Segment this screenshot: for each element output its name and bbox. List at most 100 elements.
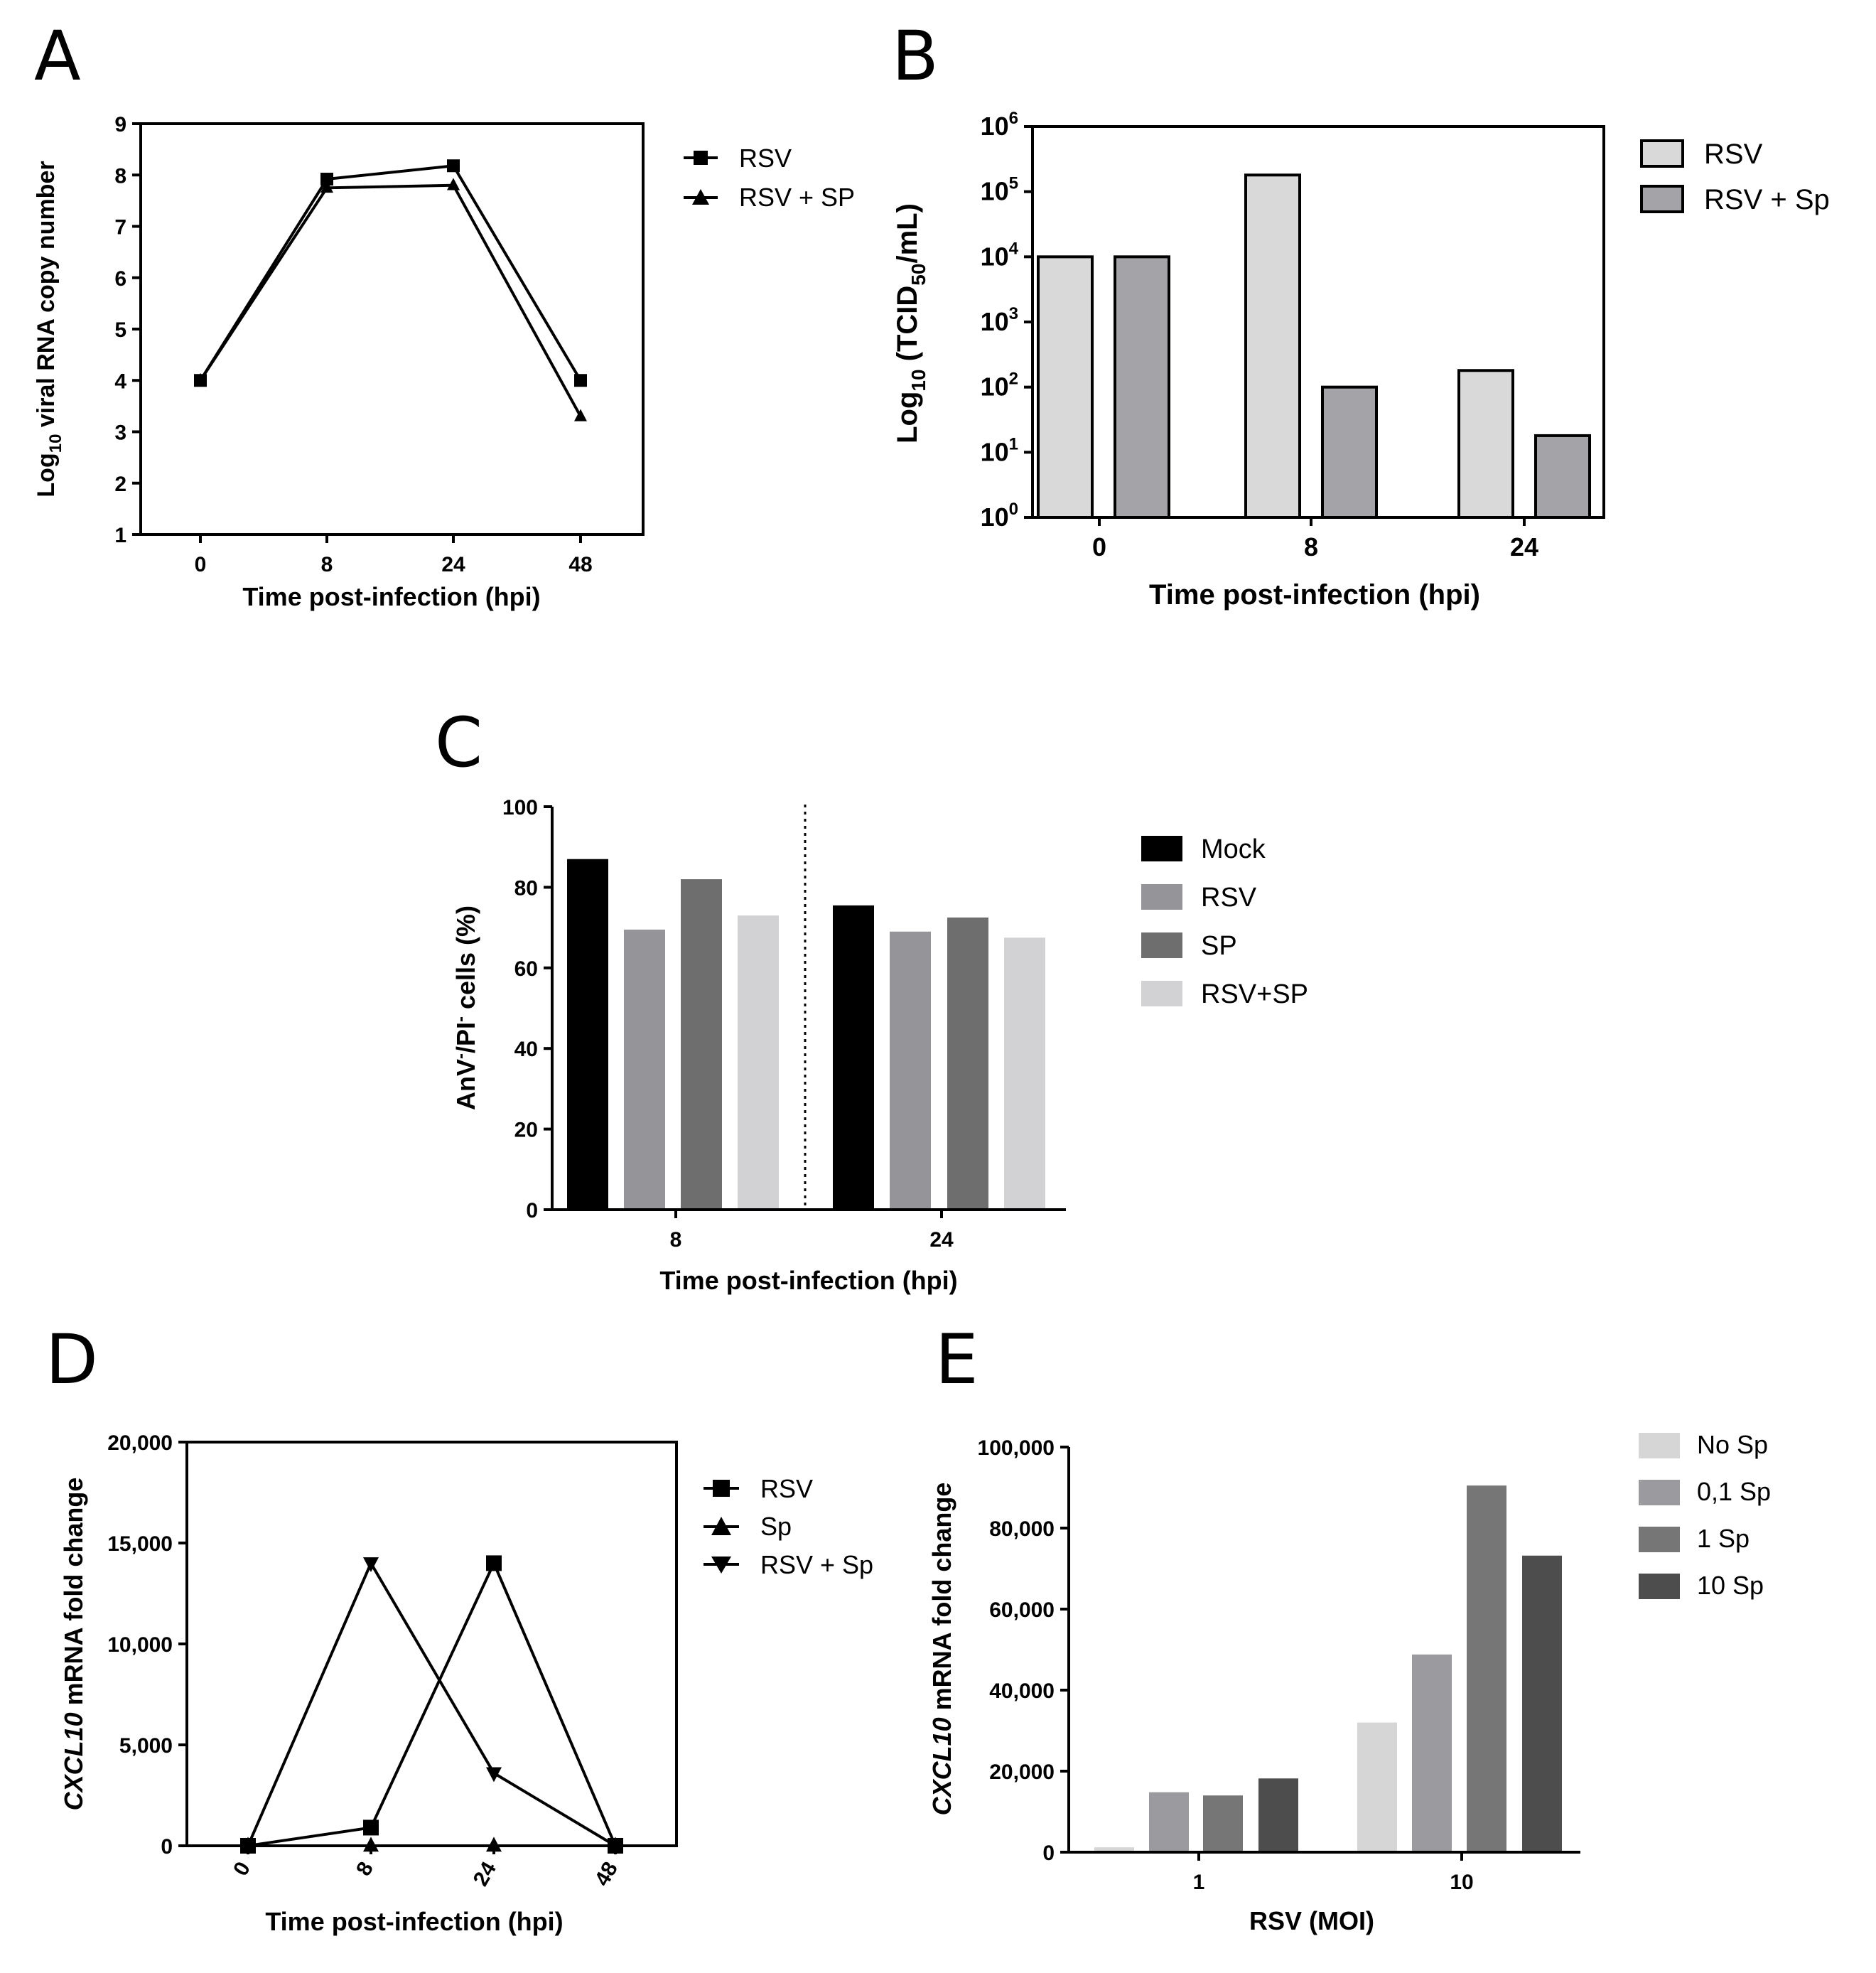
panel-a-y-ticks: 1 2 3 4 5 6 7 8 9 <box>114 113 141 547</box>
panel-c-bar-rsv-sp-24 <box>1004 937 1045 1210</box>
panel-e-bar-10-sp-moi-1 <box>1258 1778 1298 1852</box>
panel-b-y-tick-exponent: 1 <box>1009 434 1018 453</box>
panel-c-legend-mock: Mock <box>1141 834 1266 864</box>
panel-c-bar-sp-24 <box>947 917 988 1210</box>
panel-c-y-title-sup2: - <box>451 1016 470 1022</box>
panel-e-bar-1-sp-moi-1 <box>1203 1795 1243 1852</box>
panel-e-bar-no-sp-moi-10 <box>1357 1722 1397 1852</box>
panel-e-legend-no-sp: No Sp <box>1639 1430 1768 1459</box>
panel-b-y-tick-label: 103 <box>981 304 1018 336</box>
panel-b-y-tick-exponent: 3 <box>1009 304 1018 323</box>
panel-c-legend-rsv-label: RSV <box>1201 883 1257 913</box>
panel-a-y-title-log: Log <box>33 453 60 497</box>
panel-d-y-tick-label: 5,000 <box>119 1734 173 1758</box>
panel-b-y-tick-label: 102 <box>981 370 1018 402</box>
panel-b-legend-rsv-label: RSV <box>1704 139 1763 170</box>
panel-a-y-axis-title: Log10 viral RNA copy number <box>33 161 65 497</box>
panel-a-frame <box>139 122 645 536</box>
panel-e-bar-10-sp-moi-10 <box>1522 1555 1562 1852</box>
panel-letter-d: D <box>45 1320 98 1399</box>
panel-a-y-tick-label: 1 <box>114 524 126 547</box>
panel-b-y-tick-base: 10 <box>981 502 1009 532</box>
panel-a-x-tick-label: 8 <box>321 553 333 576</box>
panel-e-legend: No Sp 0,1 Sp 1 Sp 10 Sp <box>1639 1430 1771 1600</box>
panel-b-x-axis-title: Time post-infection (hpi) <box>1149 579 1480 611</box>
panel-c-legend-sp-label: SP <box>1201 931 1237 961</box>
panel-b-y-tick-base: 10 <box>981 242 1009 271</box>
panel-a-line-rsv <box>199 164 582 382</box>
panel-b-y-tick-label: 106 <box>981 109 1018 141</box>
panel-a-point-rsv-sp <box>574 409 587 421</box>
panel-e-y-tick-label: 0 <box>1042 1842 1055 1865</box>
panel-a-y-title-rest: viral RNA copy number <box>33 161 60 434</box>
panel-b-y-tick-label: 105 <box>981 174 1018 206</box>
panel-c-bar-sp-8 <box>681 879 722 1210</box>
panel-letter-e: E <box>935 1320 979 1399</box>
panel-d-y-tick-label: 10,000 <box>107 1633 173 1657</box>
panel-d-point-rsv-sp <box>608 1839 623 1855</box>
panel-e-y-title-gene: CXCL10 <box>927 1717 956 1815</box>
panel-c-bar-rsv-8 <box>624 929 665 1210</box>
panel-d-x-tick-label: 48 <box>591 1858 622 1890</box>
panel-d-series <box>240 1555 623 1855</box>
panel-b-x-tick-label: 0 <box>1092 532 1106 561</box>
panel-c-x-tick-label: 8 <box>670 1228 682 1252</box>
panel-a-point-rsv <box>320 173 333 186</box>
panel-a-x-axis-title: Time post-infection (hpi) <box>242 582 540 611</box>
panel-e-legend-0-1-sp-label: 0,1 Sp <box>1697 1477 1771 1506</box>
panel-b-y-tick-base: 10 <box>981 112 1009 141</box>
panel-b-legend: RSV RSV + Sp <box>1640 139 1830 215</box>
panel-a-legend-rsv-sp-label: RSV + SP <box>739 183 855 212</box>
panel-b-y-tick-exponent: 5 <box>1009 174 1018 193</box>
panel-c-x-axis-title: Time post-infection (hpi) <box>659 1266 957 1295</box>
panel-a-point-rsv-sp <box>320 180 333 193</box>
panel-a-y-tick-label: 3 <box>114 421 126 445</box>
panel-a-point-rsv <box>447 159 460 173</box>
panel-e-y-title-rest: mRNA fold change <box>927 1483 956 1718</box>
panel-d-x-tick-label: 0 <box>229 1858 255 1880</box>
panel-c-y-tick-label: 20 <box>514 1119 538 1142</box>
panel-c-bar-mock-24 <box>833 905 874 1210</box>
panel-e-x-tick-label: 10 <box>1450 1871 1473 1894</box>
panel-d-y-tick-label: 0 <box>161 1835 173 1859</box>
panel-d-legend-rsv: RSV <box>704 1474 813 1503</box>
panel-a-x-tick-label: 24 <box>441 553 465 576</box>
panel-a-y-title-sub: 10 <box>46 434 65 453</box>
panel-b-y-tick-exponent: 6 <box>1009 109 1018 128</box>
panel-a-point-rsv-sp <box>194 372 207 385</box>
panel-d-x-tick-label: 8 <box>352 1858 378 1880</box>
panel-b-x-ticks: 0 8 24 <box>1092 517 1538 561</box>
panel-a-point-rsv-sp <box>447 178 460 190</box>
panel-d-point-rsv <box>486 1555 502 1571</box>
panel-e-legend-no-sp-label: No Sp <box>1697 1430 1768 1459</box>
panel-d-legend-rsv-label: RSV <box>760 1474 813 1503</box>
panel-d-point-rsv <box>363 1819 379 1836</box>
panel-c-legend-rsv-sp-label: RSV+SP <box>1201 979 1308 1009</box>
panel-a-x-ticks: 0 8 24 48 <box>195 534 593 576</box>
panel-b-y-title-log: Log <box>892 392 923 443</box>
panel-b-legend-rsv-sp-label: RSV + Sp <box>1704 184 1830 215</box>
panel-c-y-title-rest: cells (%) <box>451 905 480 1016</box>
panel-d-y-tick-label: 15,000 <box>107 1532 173 1556</box>
panel-e-legend-1-sp: 1 Sp <box>1639 1524 1750 1553</box>
panel-b-y-tick-exponent: 0 <box>1009 500 1018 519</box>
panel-d-y-title-rest: mRNA fold change <box>59 1478 88 1713</box>
panel-e-legend-0-1-sp: 0,1 Sp <box>1639 1477 1771 1506</box>
panel-a-line-rsv-sp <box>199 183 582 417</box>
panel-letter-b: B <box>892 16 939 96</box>
panel-e-y-tick-label: 40,000 <box>989 1679 1055 1703</box>
panel-d-point-rsv-sp <box>363 1557 379 1573</box>
panel-d-y-axis-title: CXCL10 mRNA fold change <box>59 1478 88 1811</box>
panel-e-y-axis-title: CXCL10 mRNA fold change <box>927 1483 956 1816</box>
panel-c-legend: Mock RSV SP RSV+SP <box>1141 834 1308 1009</box>
panel-a-y-tick-label: 4 <box>114 370 126 393</box>
panel-e-y-tick-label: 60,000 <box>989 1598 1055 1622</box>
panel-d-x-axis-title: Time post-infection (hpi) <box>265 1907 563 1936</box>
panel-b-y-tick-label: 101 <box>981 434 1018 466</box>
panel-b-y-title-sub2: 50 <box>907 264 929 286</box>
panel-c-bar-rsv-24 <box>890 931 931 1210</box>
panel-e-y-tick-label: 80,000 <box>989 1517 1055 1541</box>
panel-b-y-tick-base: 10 <box>981 437 1009 466</box>
panel-b-y-tick-base: 10 <box>981 372 1009 402</box>
